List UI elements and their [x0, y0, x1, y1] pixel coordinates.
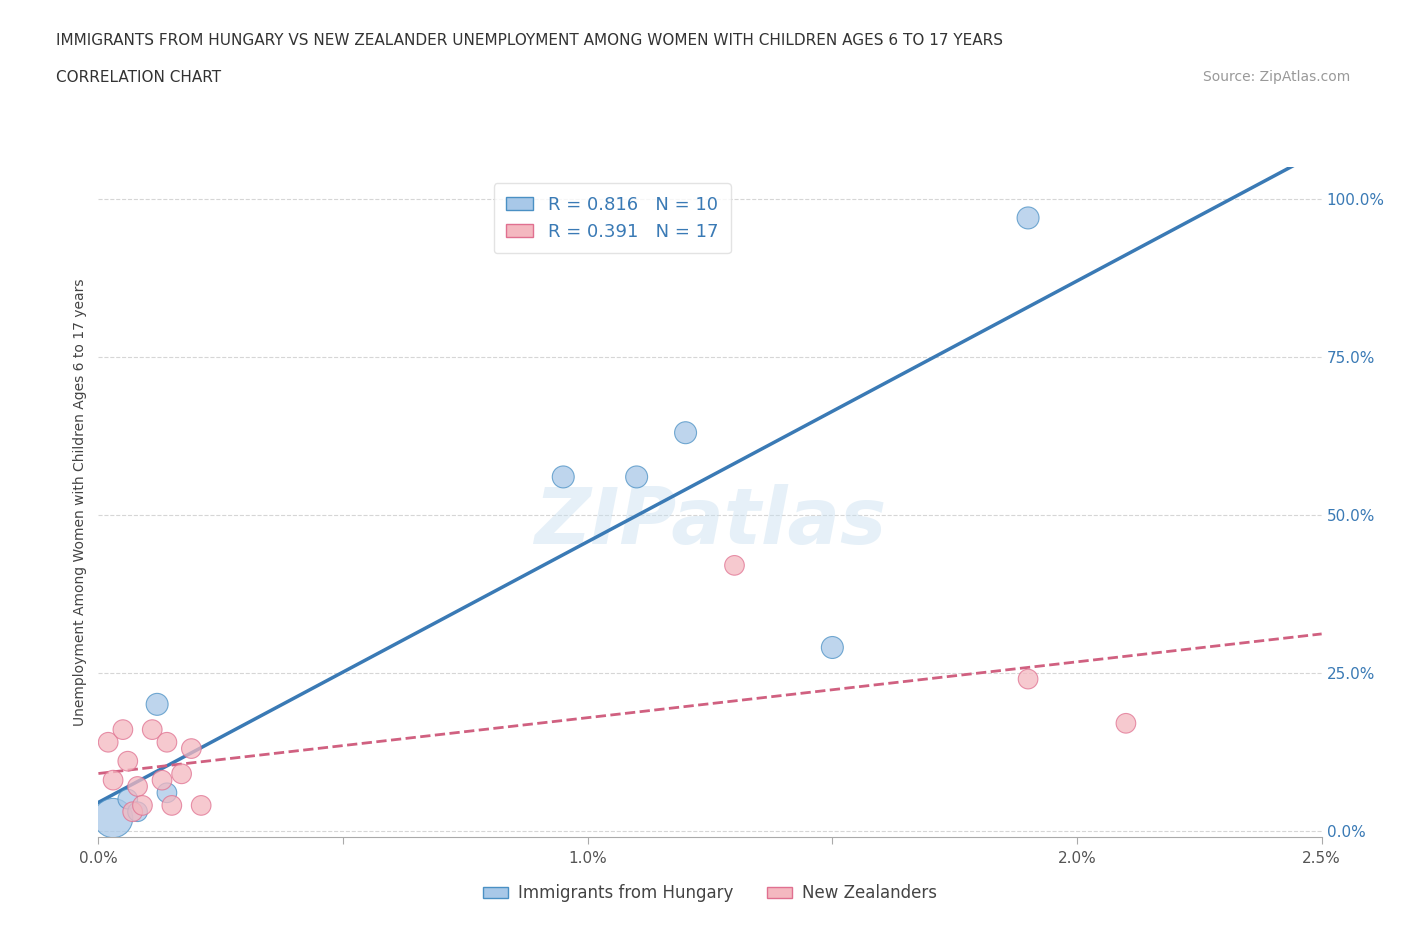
Point [1017, 210, 1039, 225]
Point [180, 741, 202, 756]
Y-axis label: Unemployment Among Women with Children Ages 6 to 17 years: Unemployment Among Women with Children A… [73, 278, 87, 726]
Point [190, 798, 212, 813]
Point [156, 785, 179, 800]
Point [121, 804, 143, 819]
Point [117, 753, 139, 768]
Text: Source: ZipAtlas.com: Source: ZipAtlas.com [1202, 70, 1350, 84]
Point [160, 798, 183, 813]
Legend: Immigrants from Hungary, New Zealanders: Immigrants from Hungary, New Zealanders [477, 878, 943, 909]
Point [127, 779, 149, 794]
Point [146, 697, 169, 711]
Point [111, 723, 134, 737]
Point [141, 723, 163, 737]
Point [127, 804, 149, 819]
Text: IMMIGRANTS FROM HUNGARY VS NEW ZEALANDER UNEMPLOYMENT AMONG WOMEN WITH CHILDREN : IMMIGRANTS FROM HUNGARY VS NEW ZEALANDER… [56, 33, 1004, 47]
Point [723, 558, 745, 573]
Point [553, 470, 575, 485]
Point [101, 773, 124, 788]
Point [626, 470, 648, 485]
Point [675, 425, 697, 440]
Text: CORRELATION CHART: CORRELATION CHART [56, 70, 221, 85]
Point [1115, 716, 1137, 731]
Point [101, 811, 124, 826]
Point [156, 735, 179, 750]
Point [117, 791, 139, 806]
Point [170, 766, 193, 781]
Point [1017, 671, 1039, 686]
Point [821, 640, 844, 655]
Point [150, 773, 173, 788]
Text: ZIPatlas: ZIPatlas [534, 485, 886, 560]
Point [131, 798, 153, 813]
Point [97, 735, 120, 750]
